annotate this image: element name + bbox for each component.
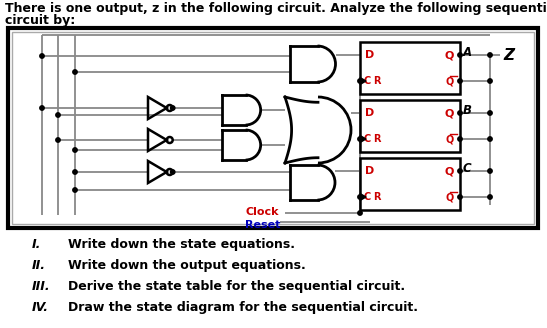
Text: C: C [364, 134, 371, 144]
Text: C: C [364, 76, 371, 86]
Text: Q: Q [445, 108, 454, 118]
Polygon shape [360, 135, 366, 142]
Circle shape [73, 148, 77, 152]
Text: Reset: Reset [245, 220, 281, 230]
Circle shape [488, 53, 492, 57]
FancyBboxPatch shape [360, 100, 460, 152]
Text: C: C [463, 162, 472, 175]
Text: C: C [364, 192, 371, 202]
Text: B: B [463, 104, 472, 117]
Text: circuit by:: circuit by: [5, 14, 75, 27]
Text: Q: Q [445, 166, 454, 176]
Text: III.: III. [32, 280, 51, 293]
Circle shape [488, 137, 492, 141]
Text: Clock: Clock [245, 207, 278, 217]
Text: There is one output, z in the following circuit. Analyze the following sequentia: There is one output, z in the following … [5, 2, 547, 15]
Circle shape [40, 54, 44, 58]
Text: Draw the state diagram for the sequential circuit.: Draw the state diagram for the sequentia… [68, 301, 418, 314]
Circle shape [56, 138, 60, 142]
Text: Q: Q [446, 76, 454, 86]
Circle shape [488, 195, 492, 199]
Text: Q: Q [445, 50, 454, 60]
Circle shape [171, 106, 175, 110]
Text: R: R [373, 76, 381, 86]
Circle shape [358, 79, 362, 83]
Circle shape [458, 79, 462, 83]
Polygon shape [360, 77, 366, 85]
Text: Q: Q [446, 192, 454, 202]
Circle shape [458, 111, 462, 115]
Text: R: R [373, 134, 381, 144]
Circle shape [488, 111, 492, 115]
Text: Z: Z [503, 48, 514, 63]
Polygon shape [360, 194, 366, 200]
Text: Derive the state table for the sequential circuit.: Derive the state table for the sequentia… [68, 280, 405, 293]
Text: I.: I. [32, 238, 42, 251]
Text: Write down the state equations.: Write down the state equations. [68, 238, 295, 251]
Circle shape [488, 169, 492, 173]
Circle shape [73, 188, 77, 192]
Text: Write down the output equations.: Write down the output equations. [68, 259, 306, 272]
Text: R: R [373, 192, 381, 202]
Circle shape [358, 211, 362, 215]
FancyBboxPatch shape [12, 32, 534, 224]
Circle shape [358, 195, 362, 199]
Circle shape [73, 70, 77, 74]
Text: Q: Q [446, 134, 454, 144]
Text: D: D [365, 166, 374, 176]
Circle shape [488, 79, 492, 83]
Text: IV.: IV. [32, 301, 49, 314]
Circle shape [56, 113, 60, 117]
Text: A: A [463, 46, 472, 59]
Circle shape [458, 169, 462, 173]
Text: II.: II. [32, 259, 46, 272]
Circle shape [40, 106, 44, 110]
Circle shape [458, 53, 462, 57]
FancyBboxPatch shape [8, 28, 538, 228]
Circle shape [73, 170, 77, 174]
Circle shape [458, 195, 462, 199]
Circle shape [458, 137, 462, 141]
Circle shape [171, 170, 175, 174]
FancyBboxPatch shape [360, 42, 460, 94]
Text: D: D [365, 108, 374, 118]
FancyBboxPatch shape [360, 158, 460, 210]
Circle shape [358, 137, 362, 141]
Text: D: D [365, 50, 374, 60]
